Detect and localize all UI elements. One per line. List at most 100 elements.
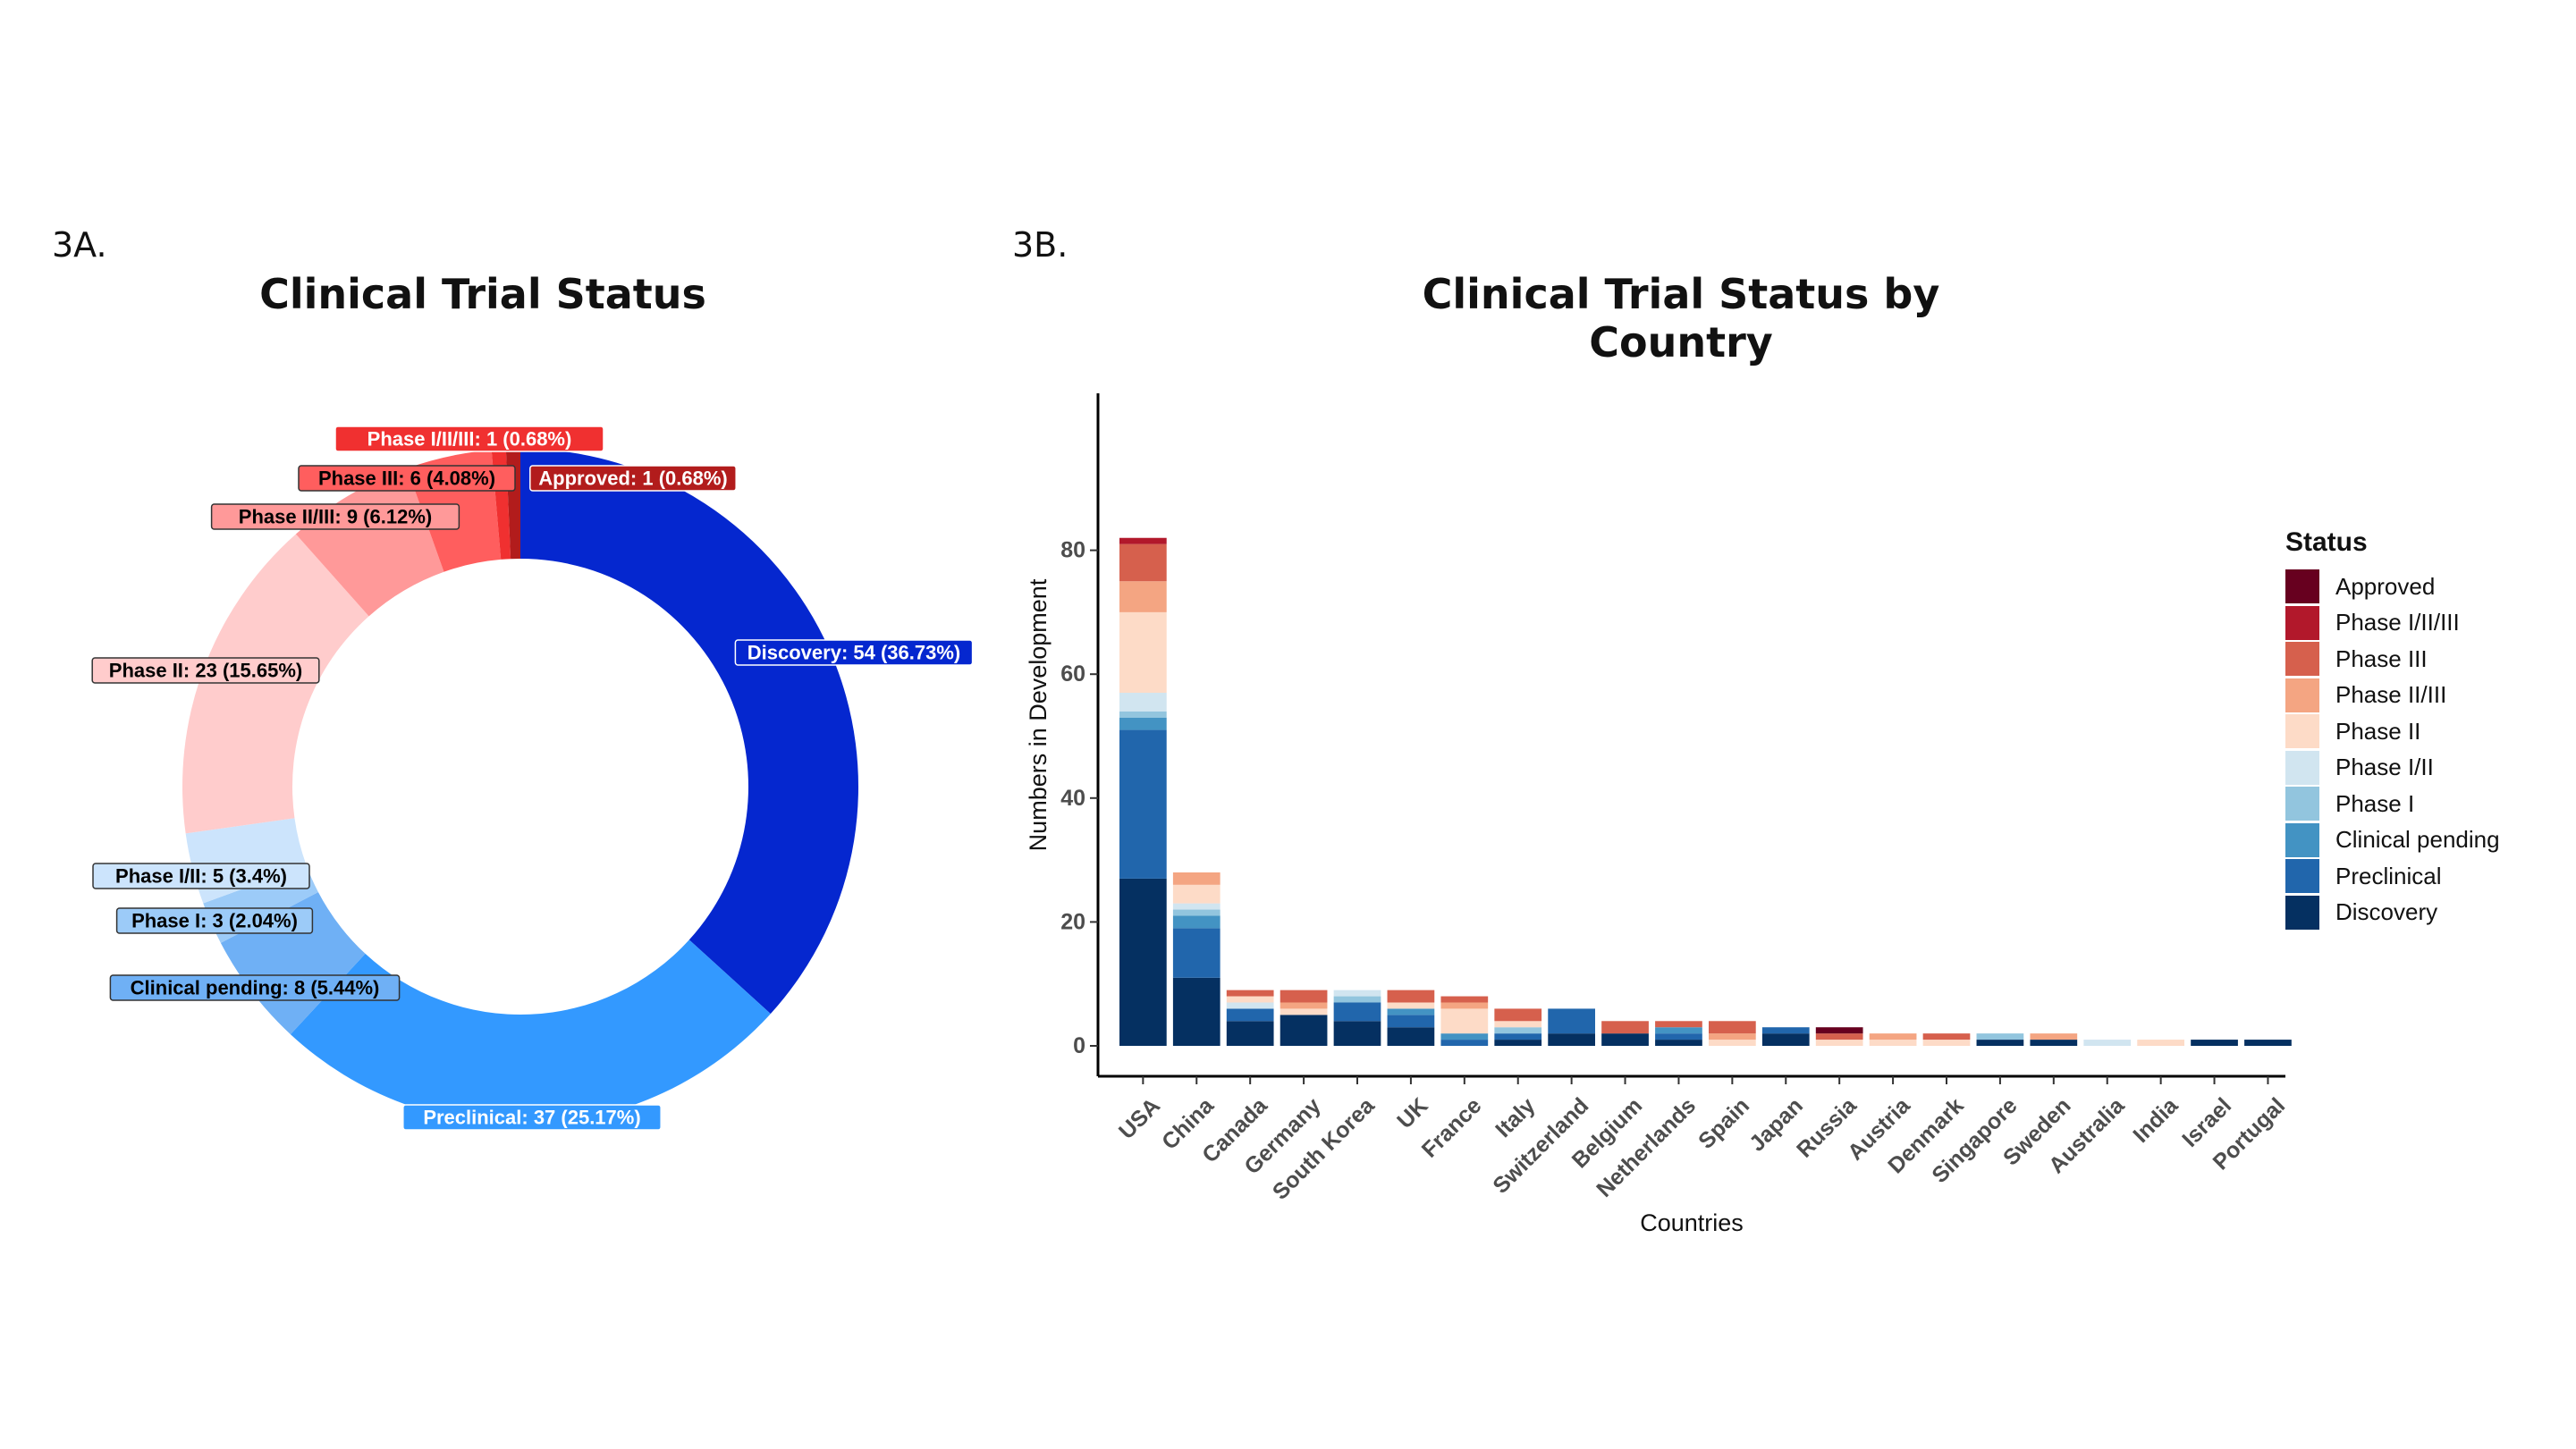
bar-segment-china-preclinical [1172,928,1220,978]
bar-segment-italy-discovery [1494,1040,1542,1046]
legend-item-phase-iii: Phase III [2285,641,2500,678]
donut-label-discovery: Discovery: 54 (36.73%) [734,639,974,666]
bar-segment-south-korea-preclinical [1333,1002,1381,1022]
bar-segment-italy-phase-iii [1494,1008,1542,1022]
donut-label-text: Phase II: 23 (15.65%) [109,660,302,682]
legend-item-clinical-pending: Clinical pending [2285,822,2500,859]
bar-segment-switzerland-discovery [1548,1033,1595,1046]
bar-segment-russia-approved [1815,1027,1863,1034]
bar-segment-france-preclinical [1440,1040,1489,1046]
bar-segment-italy-phase-i [1494,1027,1542,1034]
bar-segment-canada-phase-ii [1226,996,1274,1003]
donut-label-text: Approved: 1 (0.68%) [538,468,728,490]
legend-label: Discovery [2335,898,2438,926]
bar-segment-russia-phase-iii [1815,1033,1863,1040]
bar-segment-austria-phase-ii [1869,1040,1917,1046]
legend-label: Phase I/II/III [2335,609,2460,636]
legend-label: Approved [2335,572,2436,600]
bar-segment-netherlands-preclinical [1655,1033,1702,1040]
bar-segment-china-phase-i [1172,909,1220,916]
legend-swatch [2285,569,2319,604]
bar-segment-canada-discovery [1226,1021,1274,1046]
donut-label-text: Phase III: 6 (4.08%) [318,468,495,490]
bar-segment-china-clinical-pending [1172,915,1220,929]
donut-label-box [734,639,974,666]
status-legend: Status Approved Phase I/II/III Phase III Ph… [2285,527,2500,931]
bar-segment-usa-phase-i-ii-iii [1119,537,1167,544]
bar-segment-russia-phase-ii [1815,1040,1863,1046]
donut-label-clinical-pending: Clinical pending: 8 (5.44%) [109,974,401,1001]
donut-label-box [92,863,310,889]
legend-swatch [2285,750,2319,785]
bar-segment-canada-phase-iii [1226,990,1274,997]
bar-segment-south-korea-phase-i [1333,996,1381,1003]
bar-segment-usa-preclinical [1119,729,1167,879]
donut-label-box [91,657,320,684]
donut-label-text: Phase II/III: 9 (6.12%) [239,506,432,528]
bar-segment-uk-preclinical [1387,1015,1435,1028]
bar-segment-denmark-phase-ii [1922,1040,1971,1046]
x-tick-label-spain: Spain [1693,1093,1754,1154]
legend-swatch [2285,714,2319,749]
bar-segment-denmark-phase-iii [1922,1033,1971,1040]
donut-chart-title: Clinical Trial Status [259,270,706,318]
y-tick-label: 0 [1073,1033,1085,1058]
legend-item-phase-i-ii-iii: Phase I/II/III [2285,605,2500,642]
y-axis-title: Numbers in Development [1025,578,1052,851]
bar-segment-singapore-discovery [1976,1040,2024,1046]
legend-item-preclinical: Preclinical [2285,858,2500,895]
x-tick-label-france: France [1417,1093,1487,1163]
bar-segment-japan-preclinical [1761,1027,1810,1034]
bar-segment-usa-phase-i [1119,711,1167,718]
legend-item-approved: Approved [2285,569,2500,605]
legend-title: Status [2285,527,2368,557]
donut-label-text: Clinical pending: 8 (5.44%) [131,977,380,999]
bar-segment-china-discovery [1172,977,1220,1046]
bar-segment-india-phase-ii [2137,1040,2184,1046]
donut-label-text: Phase I: 3 (2.04%) [131,910,298,932]
donut-label-box [334,425,604,452]
legend-swatch [2285,787,2319,821]
donut-label-phase-i: Phase I: 3 (2.04%) [115,907,314,934]
bar-segment-germany-phase-ii-iii [1280,1002,1328,1009]
bar-segment-spain-phase-ii [1709,1040,1756,1046]
donut-label-phase-i-ii-iii: Phase I/II/III: 1 (0.68%) [334,425,604,452]
legend-label: Phase I [2335,789,2415,817]
legend-label: Phase II [2335,717,2421,745]
donut-label-phase-ii-iii: Phase II/III: 9 (6.12%) [210,503,460,530]
bar-segment-sweden-phase-ii-iii [2030,1033,2078,1040]
bar-segment-austria-phase-ii-iii [1869,1033,1917,1040]
bar-segment-germany-phase-iii [1280,990,1328,1003]
donut-slice-phase-ii [182,534,369,834]
y-tick-label: 20 [1060,909,1085,934]
bar-segment-belgium-phase-iii [1601,1021,1649,1034]
bar-segment-israel-discovery [2191,1040,2238,1046]
bar-segment-italy-preclinical [1494,1033,1542,1040]
donut-label-phase-iii: Phase III: 6 (4.08%) [298,465,516,492]
donut-label-text: Discovery: 54 (36.73%) [747,642,960,664]
bar-segment-spain-phase-ii-iii [1709,1033,1756,1040]
bar-segment-france-phase-iii [1440,996,1489,1003]
bar-segment-uk-clinical-pending [1387,1008,1435,1015]
donut-label-box [402,1104,662,1131]
donut-slice-discovery [520,449,858,1015]
bar-segment-uk-phase-ii [1387,1002,1435,1009]
bar-segment-sweden-discovery [2030,1040,2078,1046]
legend-swatch [2285,642,2319,677]
donut-label-phase-ii: Phase II: 23 (15.65%) [91,657,320,684]
bar-segment-germany-discovery [1280,1015,1328,1046]
legend-item-discovery: Discovery [2285,895,2500,931]
legend-swatch [2285,605,2319,640]
legend-label: Preclinical [2335,862,2442,889]
bar-segment-japan-discovery [1761,1033,1810,1046]
legend-label: Clinical pending [2335,826,2500,854]
y-tick-label: 60 [1060,661,1085,687]
bar-segment-belgium-discovery [1601,1033,1649,1046]
panel-a-label: 3A. [52,225,107,265]
donut-label-box [298,465,516,492]
bar-segment-canada-phase-i-ii [1226,1002,1274,1009]
legend-swatch [2285,678,2319,712]
donut-label-box [210,503,460,530]
bar-segment-uk-discovery [1387,1027,1435,1046]
y-tick-label: 40 [1060,786,1085,811]
